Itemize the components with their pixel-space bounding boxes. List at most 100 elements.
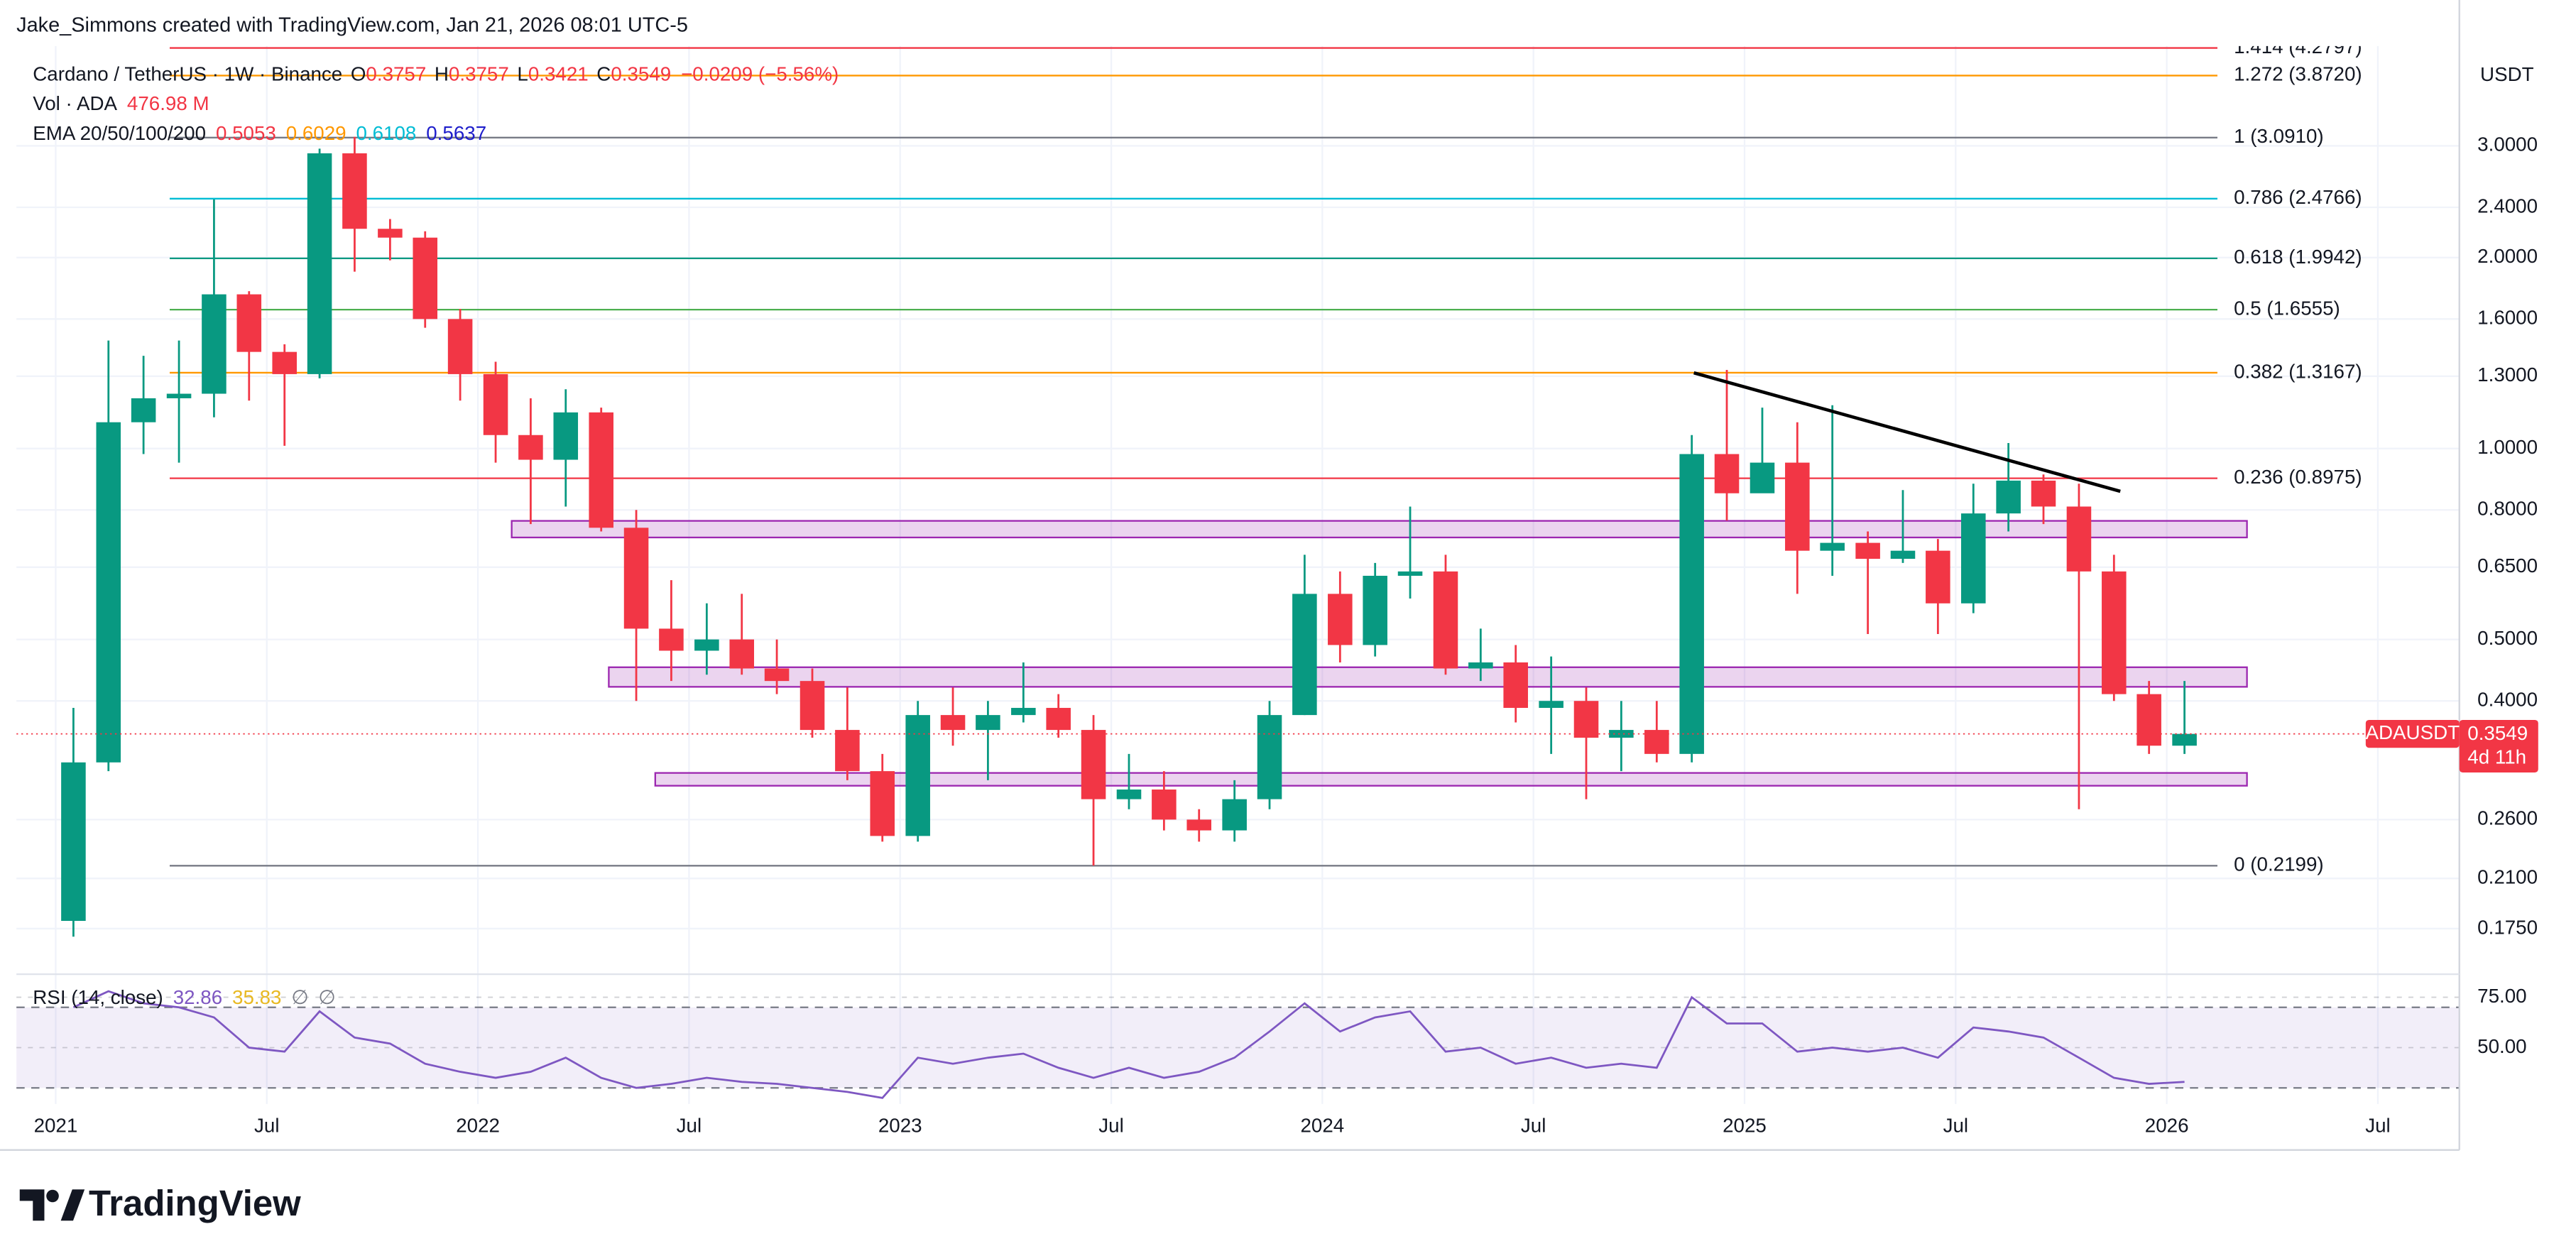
candle-body xyxy=(307,153,332,374)
candle-body xyxy=(1433,571,1458,669)
candle-body xyxy=(764,668,790,682)
rsi-line xyxy=(72,990,2185,1099)
candle-body xyxy=(1503,662,1528,709)
rsi-value: ∅ xyxy=(291,986,308,1008)
fib-label: 1 (3.0910) xyxy=(2234,125,2324,147)
candle-body xyxy=(2031,480,2056,507)
ohlc-key: L xyxy=(517,63,528,85)
candle-body xyxy=(1011,708,1036,716)
credit: Jake_Simmons created with TradingView.co… xyxy=(16,14,688,37)
symbol-badge xyxy=(2365,719,2460,748)
y-tick-label: 0.1750 xyxy=(2477,916,2538,938)
ohlc-value: 0.3421 xyxy=(528,63,589,85)
candle-body xyxy=(799,681,825,731)
candle-body xyxy=(694,639,719,651)
candle-body xyxy=(413,237,438,320)
candle-body xyxy=(447,319,473,374)
rsi-label: RSI (14, close) xyxy=(33,986,163,1008)
y-tick-label: 0.6500 xyxy=(2477,555,2538,577)
y-tick-label: 0.8000 xyxy=(2477,498,2538,520)
candle-body xyxy=(2066,506,2092,572)
ohlc-key: H xyxy=(435,63,449,85)
candle-body xyxy=(1926,550,1950,604)
zone xyxy=(654,772,2248,787)
candle-body xyxy=(483,373,508,435)
candle-body xyxy=(202,294,227,394)
ohlc-key: O xyxy=(351,63,366,85)
candle-body xyxy=(1539,701,1563,709)
candle-body xyxy=(1328,594,1353,645)
candle-body xyxy=(1152,789,1177,820)
candle-body xyxy=(659,628,684,651)
y-tick-label: 2.0000 xyxy=(2477,245,2538,267)
candle-body xyxy=(623,528,649,629)
candle-body xyxy=(2102,571,2127,694)
legend-row: Vol · ADA 476.98 M xyxy=(33,92,209,114)
y-tick-label: 0.2100 xyxy=(2477,866,2538,888)
x-tick-label: Jul xyxy=(2365,1115,2390,1137)
rsi-value: 32.86 xyxy=(173,986,222,1008)
candle-body xyxy=(1855,542,1880,559)
candle-body xyxy=(870,771,895,836)
fib-label: 0.618 (1.9942) xyxy=(2234,246,2362,268)
y-tick-label: 0.4000 xyxy=(2477,689,2538,711)
candle-body xyxy=(131,398,156,422)
y-tick-label: 0.5000 xyxy=(2477,627,2538,649)
candle-body xyxy=(236,294,262,352)
candle-body xyxy=(2136,694,2161,746)
volume-value: 476.98 M xyxy=(127,92,209,114)
fib-label: 0.786 (2.4766) xyxy=(2234,186,2362,208)
fib-label: 1.272 (3.8720) xyxy=(2234,63,2362,85)
candle-body xyxy=(553,412,579,460)
candle-body xyxy=(1750,462,1775,493)
legend-row: EMA 20/50/100/200 0.5053 0.6029 0.6108 0.563… xyxy=(33,122,486,144)
ohlc-value: 0.3757 xyxy=(449,63,509,85)
logo-text: TradingView xyxy=(89,1183,301,1223)
candle-body xyxy=(1573,701,1599,738)
candle-body xyxy=(905,715,930,836)
x-tick-label: 2022 xyxy=(456,1115,500,1137)
candle-body xyxy=(166,393,192,398)
ema-value: 0.6108 xyxy=(356,122,416,144)
candle-body xyxy=(342,153,367,229)
axes: USDT 2021 Jul 2022 Jul 2023 Jul 2024 Jul 2025 Jul… xyxy=(0,0,2538,1151)
y-tick-label: 0.2600 xyxy=(2477,807,2538,829)
ohlc-value: 0.3757 xyxy=(366,63,426,85)
candle-body xyxy=(61,762,86,922)
candle-body xyxy=(1714,454,1740,493)
ema-value: 0.5053 xyxy=(216,122,276,144)
candle-body xyxy=(96,422,121,763)
candle-body xyxy=(1785,462,1810,551)
ohlc-key: C xyxy=(596,63,611,85)
rsi-pane xyxy=(16,990,2460,1099)
candle-body xyxy=(1116,789,1142,799)
x-tick-label: Jul xyxy=(1521,1115,1546,1137)
fib-label: 1.414 (4.2797) xyxy=(2234,36,2362,58)
countdown-text: 4d 11h xyxy=(2467,746,2526,768)
volume-label: Vol · ADA xyxy=(33,92,117,114)
legend-row: Cardano / TetherUS · 1W · Binance O0.3757… xyxy=(33,63,839,85)
y-tick-label: 1.0000 xyxy=(2477,436,2538,458)
candle-body xyxy=(1890,550,1916,559)
symbol: Cardano / TetherUS · 1W · Binance xyxy=(33,63,342,85)
y-tick-label: 1.3000 xyxy=(2477,364,2538,386)
y-tick-label: 50.00 xyxy=(2477,1035,2526,1057)
symbol-badge-text: ADAUSDT xyxy=(2365,721,2460,743)
logo: TradingView xyxy=(19,1183,301,1223)
x-tick-label: 2023 xyxy=(878,1115,922,1137)
ohlc-value: 0.3549 xyxy=(611,63,671,85)
fib-label: 0 (0.2199) xyxy=(2234,853,2324,875)
candle-body xyxy=(976,715,1000,731)
y-tick-label: 2.4000 xyxy=(2477,195,2538,217)
fib-label: 0.382 (1.3167) xyxy=(2234,360,2362,382)
logo-icon xyxy=(60,1189,85,1221)
logo-icon xyxy=(19,1189,45,1221)
ema-value: 0.5637 xyxy=(426,122,486,144)
candle-body xyxy=(835,730,860,772)
candle-body xyxy=(1468,662,1493,669)
header: Jake_Simmons created with TradingView.co… xyxy=(16,14,839,1008)
candle-body xyxy=(272,351,298,374)
candle-body xyxy=(1820,542,1845,551)
